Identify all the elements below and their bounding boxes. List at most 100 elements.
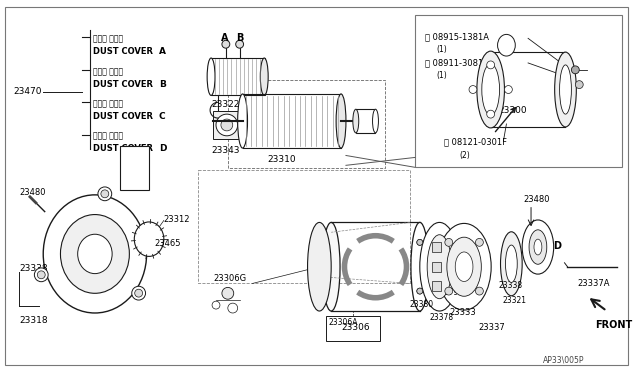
Bar (198, 170, 410, 283)
Bar (120, 145, 149, 190)
Circle shape (487, 61, 495, 69)
Text: 23337: 23337 (479, 323, 506, 332)
Circle shape (469, 86, 477, 93)
Text: 23333: 23333 (449, 308, 476, 317)
Bar (211, 58, 265, 96)
Ellipse shape (308, 222, 331, 311)
Bar (326, 316, 380, 340)
Ellipse shape (98, 187, 112, 201)
Text: 23480: 23480 (19, 188, 45, 197)
Ellipse shape (221, 119, 233, 131)
Ellipse shape (529, 230, 547, 264)
Circle shape (230, 121, 242, 133)
Text: ダスト カバー: ダスト カバー (93, 99, 123, 108)
Ellipse shape (482, 64, 500, 115)
Text: Ⓦ 08915-1381A: Ⓦ 08915-1381A (425, 32, 489, 41)
Text: 23310: 23310 (267, 155, 296, 164)
Text: D: D (159, 144, 166, 153)
Text: 23465: 23465 (154, 239, 180, 248)
Ellipse shape (437, 224, 491, 310)
Circle shape (504, 86, 513, 93)
Ellipse shape (207, 58, 215, 96)
Circle shape (236, 40, 244, 48)
Ellipse shape (323, 222, 340, 311)
Text: 23306G: 23306G (213, 274, 246, 283)
Text: 23480: 23480 (523, 195, 550, 204)
Text: ダスト カバー: ダスト カバー (93, 131, 123, 140)
Text: 23343: 23343 (211, 145, 239, 155)
Ellipse shape (497, 34, 515, 56)
Ellipse shape (500, 232, 522, 296)
Text: Ⓑ 08121-0301F: Ⓑ 08121-0301F (444, 138, 508, 147)
Ellipse shape (522, 220, 554, 274)
Circle shape (476, 287, 483, 295)
Circle shape (228, 303, 237, 313)
Text: DUST COVER: DUST COVER (93, 47, 153, 56)
Circle shape (37, 271, 45, 279)
Circle shape (575, 81, 583, 89)
Ellipse shape (506, 245, 517, 282)
Ellipse shape (216, 114, 237, 136)
Bar (415, 15, 621, 167)
Circle shape (212, 301, 220, 309)
Circle shape (445, 238, 452, 246)
Text: ダスト カバー: ダスト カバー (93, 34, 123, 44)
Text: 23337A: 23337A (577, 279, 610, 288)
Ellipse shape (134, 222, 164, 256)
Text: Ⓝ 08911-3081A: Ⓝ 08911-3081A (425, 58, 489, 67)
Ellipse shape (237, 94, 248, 148)
Bar (431, 282, 442, 291)
Text: (2): (2) (459, 151, 470, 160)
Text: 23312: 23312 (164, 215, 190, 224)
Ellipse shape (447, 237, 481, 296)
Ellipse shape (427, 235, 452, 299)
Text: 23321: 23321 (502, 296, 527, 305)
Circle shape (445, 287, 452, 295)
Text: ダスト カバー: ダスト カバー (93, 67, 123, 76)
Text: 23378: 23378 (429, 313, 454, 322)
Ellipse shape (420, 222, 459, 311)
Text: A: A (221, 33, 228, 44)
Text: A: A (159, 47, 166, 56)
Text: 23338: 23338 (19, 264, 48, 273)
Circle shape (572, 66, 579, 74)
Text: 23470: 23470 (13, 87, 42, 96)
Text: FRONT: FRONT (595, 320, 632, 330)
Circle shape (417, 288, 423, 294)
Bar (431, 242, 442, 252)
Text: (1): (1) (436, 71, 447, 80)
Text: 23300: 23300 (499, 106, 527, 115)
Circle shape (222, 288, 234, 299)
Ellipse shape (534, 239, 542, 255)
Ellipse shape (477, 51, 504, 128)
Text: 23338: 23338 (499, 280, 523, 289)
Text: 23322: 23322 (211, 100, 239, 109)
Circle shape (417, 288, 423, 294)
Text: 23306A: 23306A (328, 318, 358, 327)
Text: D: D (553, 241, 561, 251)
Text: C: C (159, 112, 166, 121)
Text: 23379: 23379 (435, 288, 459, 297)
Circle shape (222, 40, 230, 48)
Text: 23306: 23306 (342, 323, 370, 332)
Text: B: B (236, 33, 243, 44)
Text: DUST COVER: DUST COVER (93, 144, 153, 153)
Text: AP33\005P: AP33\005P (543, 355, 584, 364)
Circle shape (417, 240, 423, 245)
Ellipse shape (372, 109, 378, 133)
Ellipse shape (260, 58, 268, 96)
Ellipse shape (35, 268, 48, 282)
Ellipse shape (336, 94, 346, 148)
Ellipse shape (353, 109, 359, 133)
Ellipse shape (132, 286, 145, 300)
Circle shape (134, 289, 143, 297)
Text: DUST COVER: DUST COVER (93, 112, 153, 121)
Ellipse shape (77, 234, 112, 274)
Text: DUST COVER: DUST COVER (93, 80, 153, 89)
Ellipse shape (44, 195, 147, 313)
Bar (431, 262, 442, 272)
Circle shape (101, 190, 109, 198)
Circle shape (476, 238, 483, 246)
Bar (228, 80, 385, 168)
Bar (213, 111, 241, 139)
